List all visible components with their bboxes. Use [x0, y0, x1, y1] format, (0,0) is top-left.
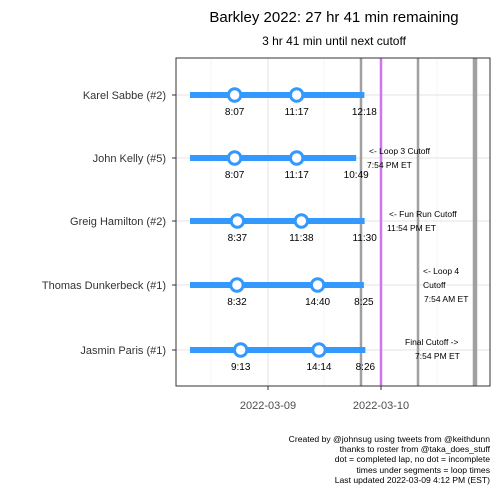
cutoff-label: Final Cutoff ->: [405, 337, 459, 347]
current-loop-time-label: 8:25: [354, 297, 374, 308]
cutoff-label: 7:54 PM ET: [367, 160, 412, 170]
current-loop-time-label: 12:18: [352, 107, 377, 118]
runner-label: John Kelly (#5): [93, 153, 166, 165]
runner-label: Thomas Dunkerbeck (#1): [42, 280, 166, 292]
y-axis-labels: Karel Sabbe (#2) John Kelly (#5) Greig Ham…: [42, 90, 176, 357]
runner-label: Greig Hamilton (#2): [70, 216, 166, 228]
lap-time-label: 11:17: [285, 170, 310, 181]
cutoff-label: <- Loop 3 Cutoff: [369, 146, 431, 156]
panel-border: [175, 57, 491, 387]
lap-marker: [289, 150, 305, 166]
lap-marker: [226, 150, 243, 166]
runner-label: Jasmin Paris (#1): [80, 345, 166, 357]
cutoff-label: 11:54 PM ET: [387, 223, 436, 233]
caption-line: Created by @johnsug using tweets from @k…: [288, 434, 490, 444]
cutoff-label: Cutoff: [423, 280, 446, 290]
caption-line: times under segments = loop times: [356, 464, 490, 475]
x-axis-ticks: 2022-03-09 2022-03-10: [240, 386, 409, 412]
current-loop-time-label: 10:49: [344, 170, 369, 181]
cutoff-label: 7:54 PM ET: [415, 351, 460, 361]
cutoff-label: <- Fun Run Cutoff: [389, 209, 457, 219]
lap-marker: [309, 277, 326, 293]
lap-marker: [293, 213, 310, 229]
lap-marker: [229, 277, 245, 293]
lap-time-label: 8:37: [228, 233, 248, 244]
lap-time-label: 8:32: [227, 297, 247, 308]
caption: Created by @johnsug using tweets from @k…: [289, 434, 490, 485]
runner-label: Karel Sabbe (#2): [83, 90, 166, 102]
segments: 8:07 11:17 12:18 8:07 11:17 10:49 8:37 11:38 11:…: [190, 87, 377, 373]
caption-line: Last updated 2022-03-09 4:12 PM (EST): [334, 474, 490, 485]
lap-time-label: 11:38: [289, 233, 314, 244]
cutoff-labels: <- Loop 3 Cutoff 7:54 PM ET <- Fun Run Cut…: [367, 146, 468, 361]
chart-title: Barkley 2022: 27 hr 41 min remaining: [209, 9, 458, 26]
lap-marker: [289, 87, 305, 103]
current-loop-time-label: 8:26: [356, 362, 376, 373]
cutoff-label: 7:54 AM ET: [424, 294, 468, 304]
lap-time-label: 14:14: [306, 362, 331, 373]
chart-subtitle: 3 hr 41 min until next cutoff: [262, 34, 407, 48]
current-loop-time-label: 11:30: [352, 233, 377, 244]
lap-marker: [232, 342, 249, 358]
x-tick-label: 2022-03-10: [353, 400, 409, 412]
lap-time-label: 8:07: [225, 107, 245, 118]
lap-time-label: 8:07: [225, 170, 245, 181]
lap-time-label: 9:13: [231, 362, 251, 373]
lap-marker: [229, 213, 246, 229]
x-tick-label: 2022-03-09: [240, 400, 296, 412]
caption-line: thanks to roster from @taka_does_stuff: [339, 444, 490, 455]
caption-line: dot = completed lap, no dot = incomplete: [334, 454, 490, 465]
lap-marker: [311, 342, 327, 358]
cutoff-label: <- Loop 4: [423, 266, 459, 276]
lap-time-label: 11:17: [285, 107, 310, 118]
lap-marker: [226, 87, 243, 103]
lap-time-label: 14:40: [305, 297, 330, 308]
